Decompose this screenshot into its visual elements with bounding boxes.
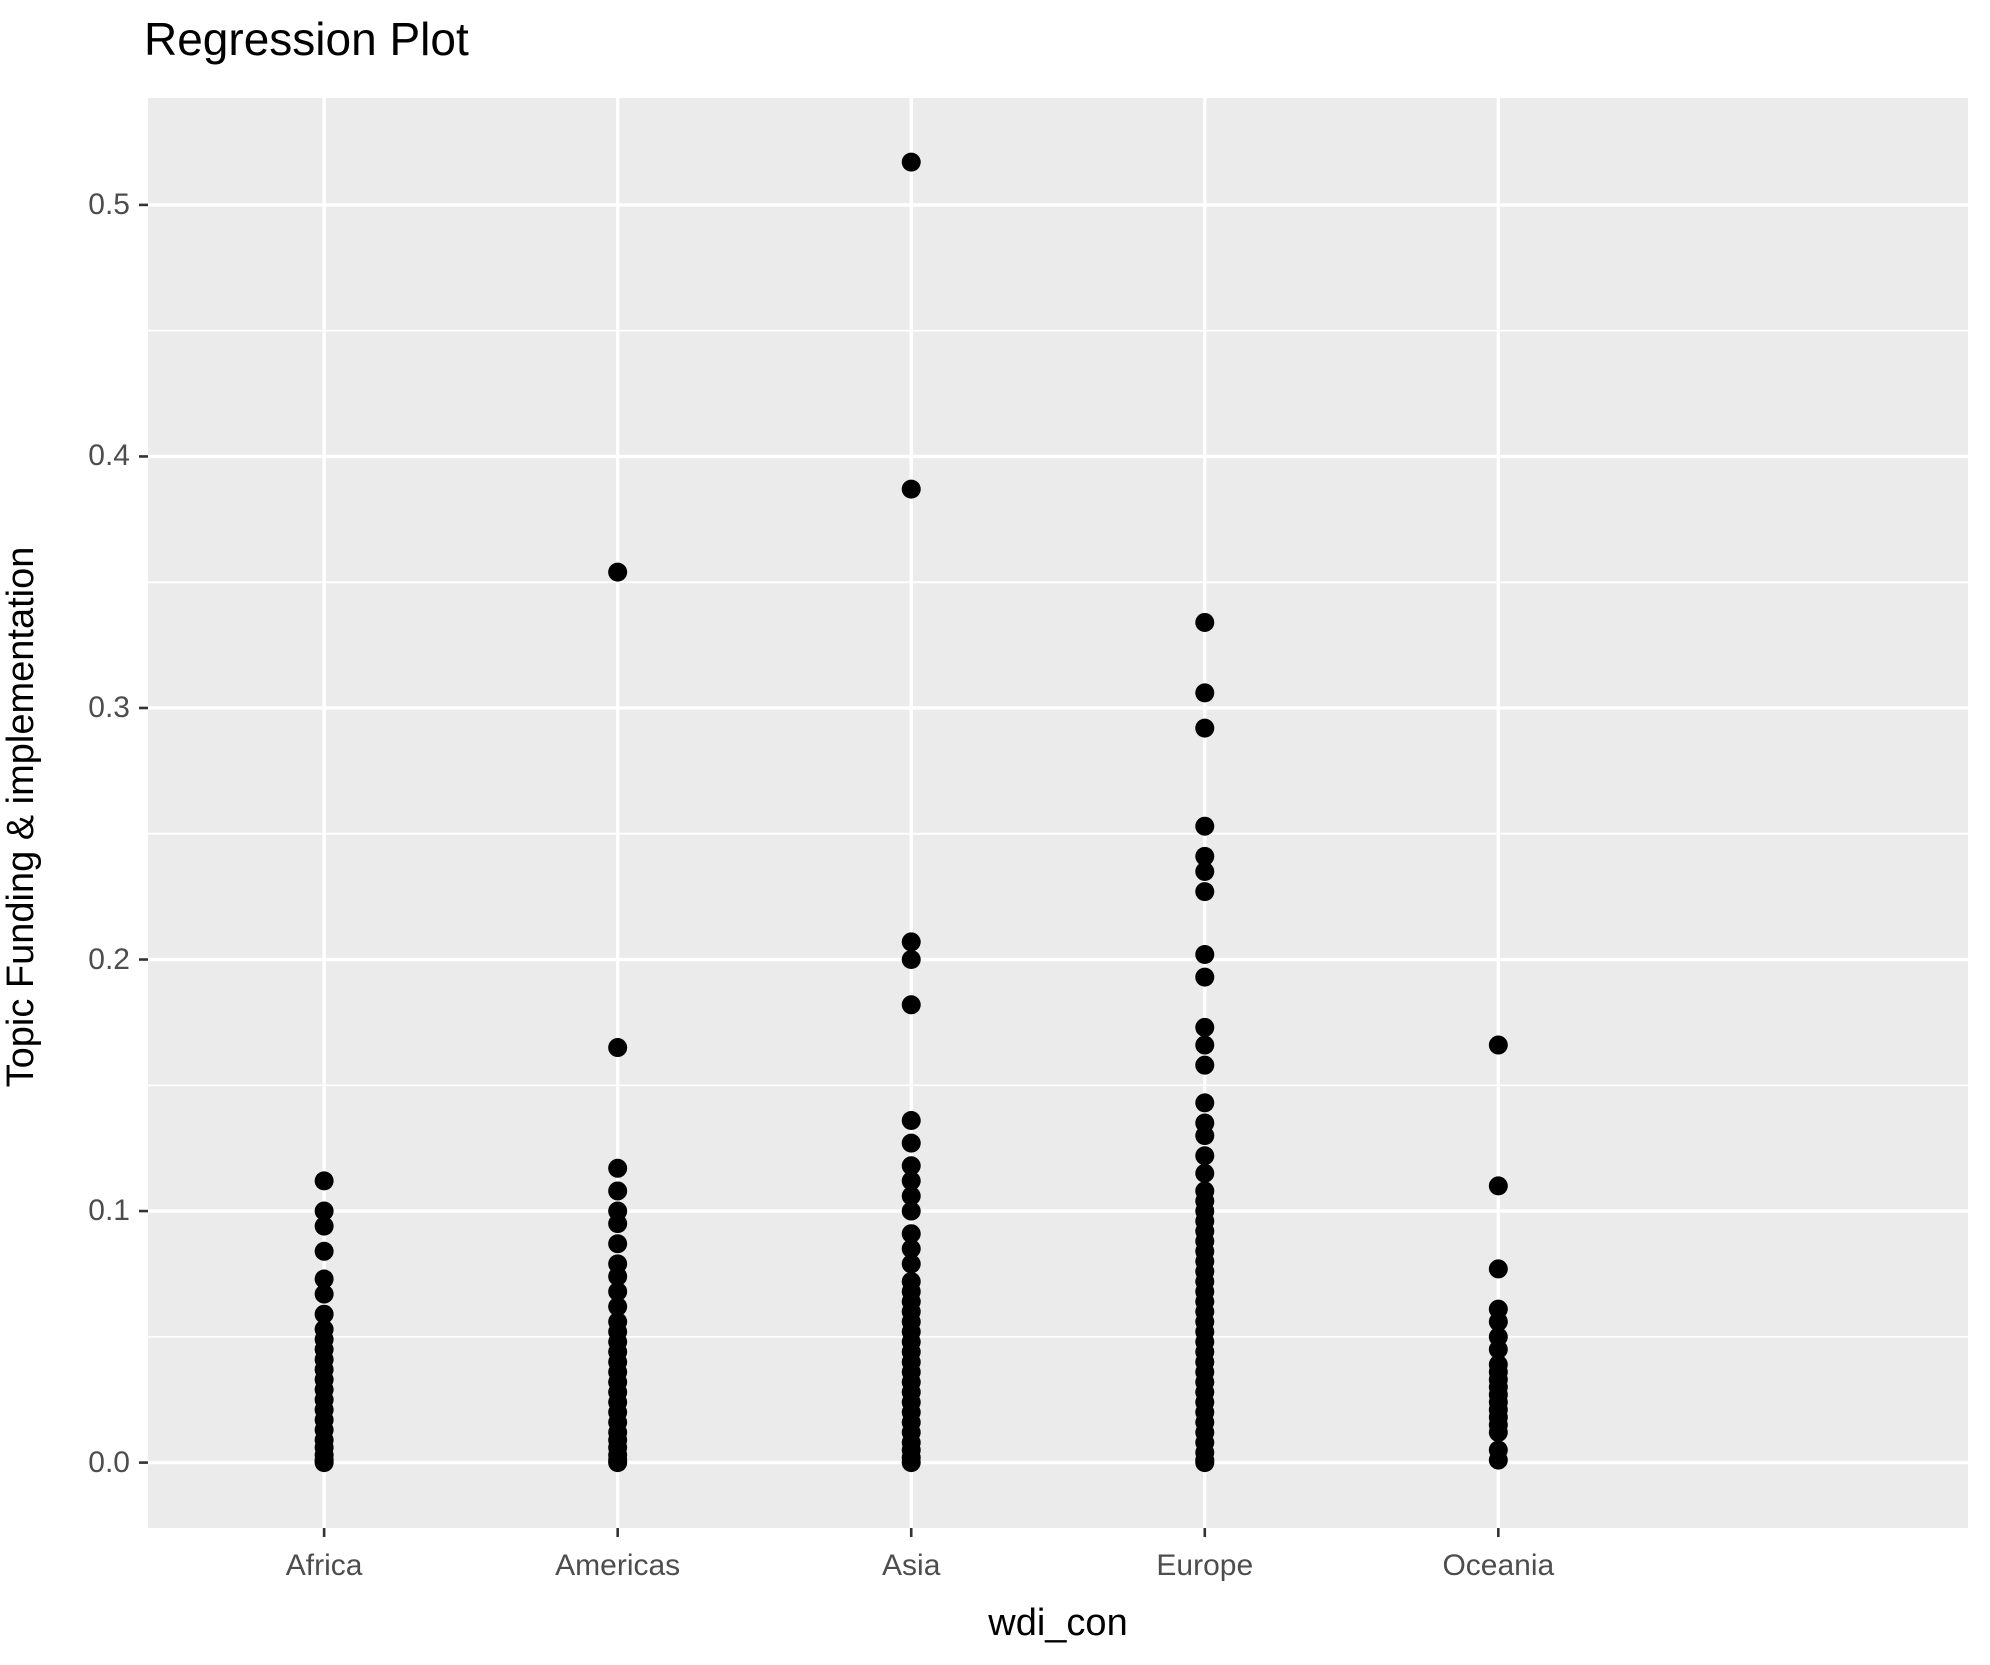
data-point (901, 1111, 921, 1131)
data-point (314, 1201, 334, 1221)
data-point (1195, 1035, 1215, 1055)
data-point (1195, 1163, 1215, 1183)
data-point (608, 1158, 628, 1178)
data-point (608, 1266, 628, 1286)
data-point (901, 950, 921, 970)
data-point (314, 1453, 334, 1473)
data-point (1195, 816, 1215, 836)
data-point (901, 479, 921, 499)
data-point (314, 1284, 334, 1304)
data-points (314, 152, 1508, 1473)
data-point (314, 1216, 334, 1236)
data-point (314, 1241, 334, 1261)
data-point (901, 1239, 921, 1259)
y-axis-title: Topic Funding & implementation (0, 546, 42, 1088)
y-tick-label: 0.0 (88, 1445, 130, 1479)
data-point (1195, 944, 1215, 964)
data-point (1195, 846, 1215, 866)
y-tick-label: 0.5 (88, 187, 130, 221)
data-point (1195, 1017, 1215, 1037)
data-point (608, 1453, 628, 1473)
data-point (1195, 683, 1215, 703)
data-point (1195, 882, 1215, 902)
series-asia (901, 152, 921, 1473)
x-tick-label: Europe (1156, 1549, 1254, 1582)
series-africa (314, 1171, 334, 1473)
data-point (1488, 1422, 1508, 1442)
data-point (608, 1181, 628, 1201)
data-point (901, 1201, 921, 1221)
minor-gridlines (148, 329, 1968, 1338)
data-point (1488, 1259, 1508, 1279)
data-point (1195, 1093, 1215, 1113)
x-tick-label: Asia (882, 1549, 941, 1582)
data-point (1195, 967, 1215, 987)
data-point (1195, 861, 1215, 881)
data-point (901, 1133, 921, 1153)
data-point (1195, 1055, 1215, 1075)
data-point (901, 1171, 921, 1191)
data-point (608, 1282, 628, 1302)
data-point (314, 1304, 334, 1324)
x-tick-label: Oceania (1442, 1549, 1555, 1582)
x-axis-title: wdi_con (988, 1602, 1128, 1644)
plot-title: Regression Plot (144, 13, 469, 65)
data-point (1488, 1339, 1508, 1359)
series-europe (1195, 612, 1215, 1473)
data-point (1195, 1126, 1215, 1146)
data-point (901, 1156, 921, 1176)
y-tick-label: 0.4 (88, 439, 130, 473)
y-tick-label: 0.1 (88, 1194, 130, 1228)
data-point (901, 1453, 921, 1473)
data-point (901, 152, 921, 172)
y-tick-label: 0.3 (88, 690, 130, 724)
axis-ticks (139, 203, 1500, 1537)
y-tick-label: 0.2 (88, 942, 130, 976)
data-point (901, 1186, 921, 1206)
data-point (314, 1171, 334, 1191)
data-point (901, 1254, 921, 1274)
data-point (608, 1038, 628, 1058)
series-americas (608, 562, 628, 1473)
data-point (314, 1269, 334, 1289)
data-point (1195, 1146, 1215, 1166)
data-point (1488, 1176, 1508, 1196)
series-oceania (1488, 1035, 1508, 1470)
data-point (608, 1214, 628, 1234)
data-point (1195, 1453, 1215, 1473)
data-point (608, 1297, 628, 1317)
data-point (901, 1224, 921, 1244)
data-point (608, 1234, 628, 1254)
x-tick-label: Africa (285, 1549, 363, 1582)
data-point (1195, 718, 1215, 738)
x-tick-label: Americas (555, 1549, 681, 1582)
data-point (1195, 612, 1215, 632)
data-point (901, 932, 921, 952)
data-point (1488, 1450, 1508, 1470)
data-point (901, 995, 921, 1015)
data-point (1488, 1035, 1508, 1055)
data-point (1488, 1312, 1508, 1332)
plot-panel (148, 98, 1968, 1528)
data-point (608, 562, 628, 582)
